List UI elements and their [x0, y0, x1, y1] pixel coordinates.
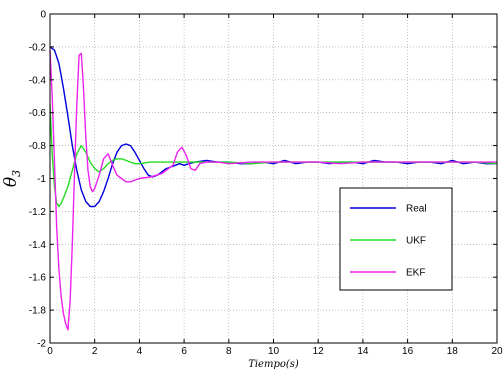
y-tick-label: -0.2: [29, 42, 47, 53]
y-tick-label: -0.6: [29, 108, 47, 119]
y-axis-label: θ3: [1, 170, 23, 187]
x-tick-label: 0: [47, 346, 53, 357]
x-tick-label: 20: [491, 346, 503, 357]
x-tick-label: 8: [226, 346, 232, 357]
legend-box: [339, 187, 453, 291]
axis-ticks: 0 2 4 6 8 10 12 14 16 18 20 0 -0.2 -0.4 -0.6 -0.8 -1 -1.2…: [29, 10, 503, 358]
x-tick-label: 6: [181, 346, 187, 357]
y-tick-label: -1.8: [29, 306, 47, 317]
y-tick-label: -0.8: [29, 141, 47, 152]
x-axis-label: Tiempo(s): [248, 359, 299, 370]
legend-label-ukf: UKF: [406, 236, 426, 247]
x-tick-label: 4: [137, 346, 143, 357]
legend: Real UKF EKF: [339, 187, 453, 291]
y-tick-label: -1: [37, 174, 46, 185]
y-axis-label-subscript: 3: [10, 170, 23, 177]
x-tick-label: 12: [313, 346, 325, 357]
y-tick-label: -0.4: [29, 75, 47, 86]
x-tick-label: 2: [92, 346, 98, 357]
legend-label-real: Real: [406, 204, 427, 215]
y-tick-label: -1.2: [29, 207, 47, 218]
legend-label-ekf: EKF: [406, 268, 425, 279]
x-tick-label: 16: [402, 346, 414, 357]
y-tick-label: -1.4: [29, 240, 47, 251]
y-axis-label-main: θ: [1, 177, 21, 187]
y-tick-label: -2: [37, 339, 46, 350]
x-tick-label: 18: [447, 346, 459, 357]
y-tick-label: 0: [40, 10, 46, 21]
series-layer: [49, 46, 498, 331]
series-line-ekf: [49, 50, 497, 331]
series-line-ukf: [49, 104, 498, 208]
y-tick-label: -1.6: [29, 273, 47, 284]
x-tick-label: 14: [357, 346, 369, 357]
x-tick-label: 10: [268, 346, 280, 357]
